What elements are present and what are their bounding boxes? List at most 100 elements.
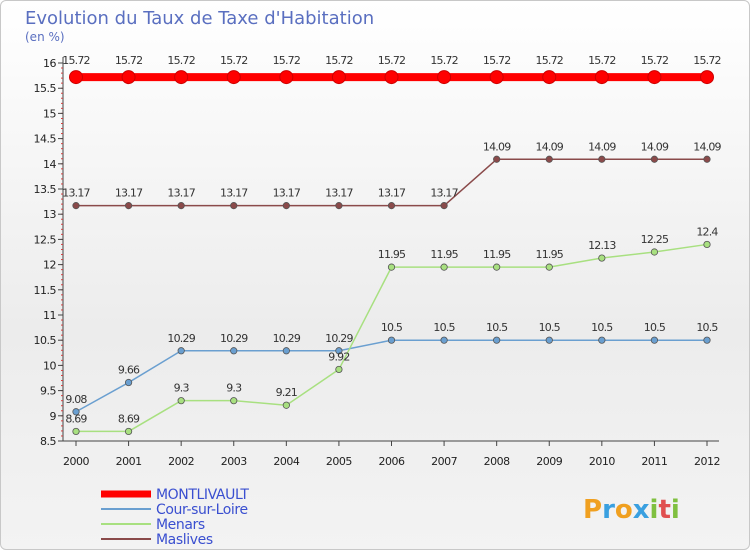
data-label: 13.17 xyxy=(115,187,143,200)
data-point xyxy=(647,70,662,85)
data-label: 10.5 xyxy=(381,321,403,334)
data-label: 14.09 xyxy=(641,140,669,153)
data-point xyxy=(493,263,501,271)
data-point xyxy=(282,347,290,355)
x-tick-label: 2002 xyxy=(168,455,194,468)
y-tick-label: 14 xyxy=(43,158,56,171)
brand-letter: i xyxy=(650,495,659,525)
data-point xyxy=(598,336,606,344)
data-label: 8.69 xyxy=(65,412,87,425)
data-label: 14.09 xyxy=(588,140,616,153)
x-tick-label: 2010 xyxy=(589,455,615,468)
data-point xyxy=(177,397,185,405)
data-label: 15.72 xyxy=(588,54,616,67)
y-tick-label: 13.5 xyxy=(34,183,57,196)
data-point xyxy=(703,155,711,163)
data-label: 9.66 xyxy=(118,364,140,377)
data-point xyxy=(124,378,133,387)
data-label: 15.72 xyxy=(273,54,301,67)
data-label: 13.17 xyxy=(430,187,458,200)
data-label: 14.09 xyxy=(483,140,511,153)
data-point xyxy=(703,336,711,344)
data-label: 12.4 xyxy=(696,225,718,238)
data-label: 12.13 xyxy=(588,239,616,252)
data-point xyxy=(387,263,396,271)
data-point xyxy=(703,240,711,249)
data-point xyxy=(121,70,136,85)
data-label: 10.5 xyxy=(433,321,455,334)
data-point xyxy=(489,70,504,85)
data-label: 10.5 xyxy=(644,321,666,334)
brand-letter: x xyxy=(633,495,650,525)
y-tick-label: 11.5 xyxy=(34,284,57,297)
data-point xyxy=(124,427,133,436)
data-point xyxy=(440,336,448,344)
data-point xyxy=(598,254,606,262)
data-label: 13.17 xyxy=(167,187,195,200)
brand-letter: r xyxy=(602,495,615,525)
data-point xyxy=(72,408,80,416)
data-point xyxy=(594,70,609,85)
data-label: 9.3 xyxy=(174,382,190,395)
data-label: 10.29 xyxy=(273,332,301,345)
data-point xyxy=(545,263,553,271)
data-label: 11.95 xyxy=(536,248,564,261)
data-label: 11.95 xyxy=(378,248,406,261)
y-tick-label: 15 xyxy=(43,107,56,120)
data-point xyxy=(700,70,714,85)
data-point xyxy=(226,70,241,85)
data-label: 15.72 xyxy=(693,54,721,67)
chart-subtitle: (en %) xyxy=(25,30,65,44)
data-label: 8.69 xyxy=(118,412,140,425)
data-label: 13.17 xyxy=(378,187,406,200)
series-menars: 8.69 8.69 9.3 9.3 9.21 9.92 11.95 11.95 11.95 11.… xyxy=(65,225,719,436)
data-point xyxy=(598,155,606,163)
data-point xyxy=(650,336,659,344)
data-label: 15.72 xyxy=(115,54,143,67)
data-point xyxy=(174,70,189,85)
data-label: 11.95 xyxy=(483,248,511,261)
data-point xyxy=(493,336,501,344)
y-tick-label: 10 xyxy=(43,359,56,372)
data-point xyxy=(230,202,238,210)
x-tick-label: 2005 xyxy=(326,455,352,468)
x-tick-label: 2001 xyxy=(116,455,142,468)
data-point xyxy=(384,70,399,85)
x-tick-label: 2009 xyxy=(536,455,562,468)
data-label: 13.17 xyxy=(273,187,301,200)
data-point xyxy=(230,397,238,405)
data-label: 15.72 xyxy=(483,54,511,67)
brand-letter: P xyxy=(583,495,602,525)
data-label: 10.5 xyxy=(486,321,508,334)
x-tick-label: 2008 xyxy=(484,455,510,468)
data-label: 10.5 xyxy=(591,321,613,334)
data-point xyxy=(177,347,185,355)
y-tick-label: 15.5 xyxy=(34,82,57,95)
data-point xyxy=(282,401,290,409)
legend-label: Maslives xyxy=(156,532,213,548)
series-cour-sur-loire: 9.08 9.66 10.29 10.29 10.29 10.29 10.5 10.5 10.5… xyxy=(65,321,719,416)
legend-label: Cour-sur-Loire xyxy=(156,502,248,518)
data-label: 9.92 xyxy=(328,350,349,363)
series-montlivault: 15.72 15.72 15.72 15.72 15.72 15.72 15.72 15.72… xyxy=(62,54,722,85)
legend-label: MONTLIVAULT xyxy=(156,487,249,503)
data-point xyxy=(177,202,185,210)
y-tick-label: 8.5 xyxy=(40,435,56,448)
data-point xyxy=(72,202,80,210)
y-tick-label: 10.5 xyxy=(34,334,57,347)
x-tick-label: 2011 xyxy=(641,455,667,468)
data-point xyxy=(545,336,553,344)
data-point xyxy=(545,155,553,163)
data-point xyxy=(387,202,396,210)
data-label: 13.17 xyxy=(62,187,90,200)
data-label: 15.72 xyxy=(641,54,669,67)
data-label: 15.72 xyxy=(62,54,90,67)
series-line xyxy=(75,339,707,413)
data-point xyxy=(124,202,133,210)
y-tick-label: 11 xyxy=(43,309,56,322)
data-label: 9.21 xyxy=(276,386,297,399)
data-point xyxy=(440,202,448,210)
data-label: 9.3 xyxy=(226,382,242,395)
y-tick-label: 12.5 xyxy=(34,233,57,246)
data-point xyxy=(72,427,80,436)
